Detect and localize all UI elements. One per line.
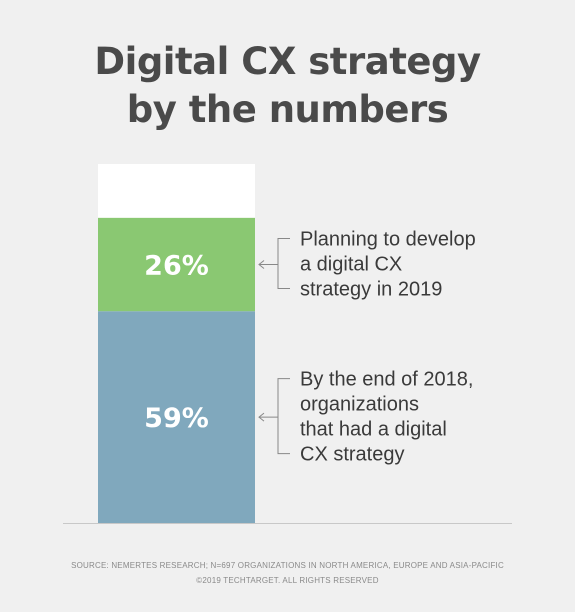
source-note: SOURCE: NEMERTES RESEARCH; N=697 ORGANIZ… bbox=[71, 561, 504, 570]
annotation-1-line-1: a digital CX bbox=[300, 254, 402, 276]
bar-value-label-1: 26% bbox=[144, 251, 209, 282]
chart-title: Digital CX strategy by the numbers bbox=[0, 38, 575, 134]
annotation-0-line-0: By the end of 2018, bbox=[300, 369, 473, 391]
chart-title-line-2: by the numbers bbox=[126, 88, 449, 131]
annotation-0-line-3: CX strategy bbox=[300, 444, 404, 466]
annotation-arrow-1 bbox=[258, 260, 265, 269]
annotation-1-line-2: strategy in 2019 bbox=[300, 279, 442, 301]
bar-segment-0 bbox=[98, 311, 255, 523]
chart-title-line-1: Digital CX strategy bbox=[94, 40, 481, 83]
annotation-connector-1 bbox=[259, 238, 290, 290]
bar-value-label-0: 59% bbox=[144, 403, 209, 434]
annotation-1-line-0: Planning to develop bbox=[300, 229, 476, 251]
annotation-0-line-2: that had a digital bbox=[300, 419, 447, 441]
annotation-connector-0 bbox=[259, 378, 290, 455]
annotation-0-line-1: organizations bbox=[300, 394, 419, 416]
copyright-note: ©2019 TECHTARGET. ALL RIGHTS RESERVED bbox=[196, 576, 379, 585]
bar-segment-1 bbox=[98, 217, 255, 312]
annotation-arrow-0 bbox=[258, 412, 265, 422]
